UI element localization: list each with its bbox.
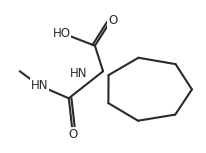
Text: O: O <box>108 14 117 27</box>
Text: HO: HO <box>52 27 70 40</box>
Text: HN: HN <box>30 79 48 92</box>
Text: O: O <box>68 128 77 141</box>
Text: HN: HN <box>70 67 87 80</box>
